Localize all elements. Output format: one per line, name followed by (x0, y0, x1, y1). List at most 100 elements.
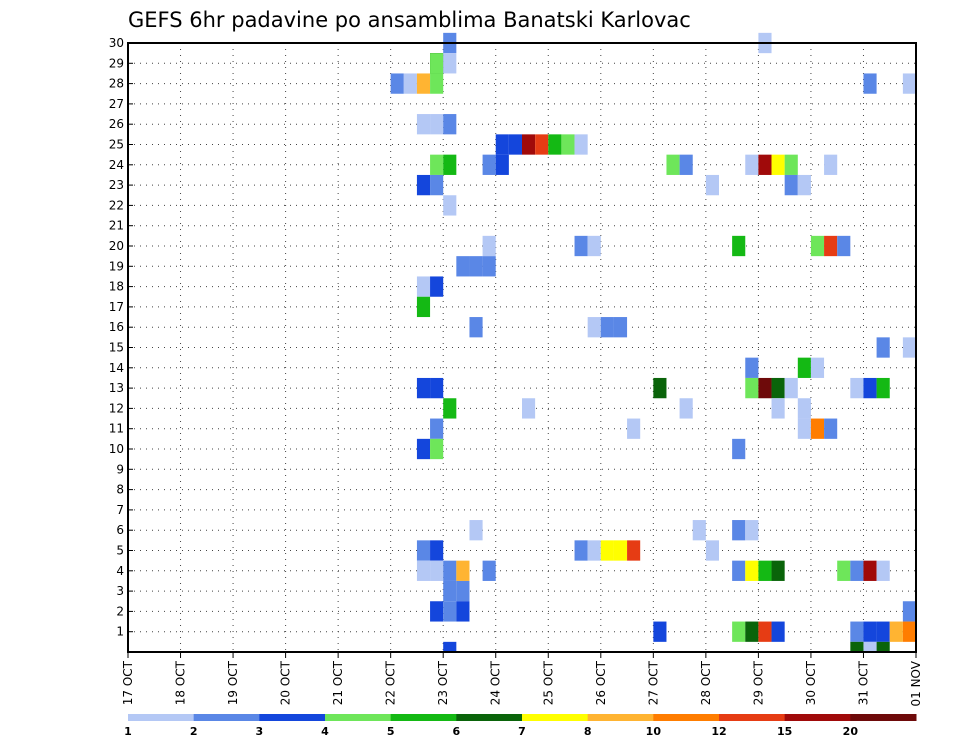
precip-cell (469, 520, 483, 541)
precip-cell (613, 317, 628, 338)
precip-cell (627, 418, 641, 439)
precip-cell (863, 641, 877, 652)
precip-cell (876, 641, 890, 652)
precip-cell (679, 398, 693, 419)
precip-cell (508, 134, 522, 155)
y-tick-label: 24 (109, 158, 124, 172)
y-tick-label: 27 (109, 97, 124, 111)
x-tick-label: 27 OCT (646, 660, 660, 705)
precip-cell (416, 276, 431, 297)
y-tick-label: 26 (109, 117, 124, 131)
precip-cell (443, 398, 457, 419)
y-tick-label: 4 (116, 564, 124, 578)
precip-cell (482, 235, 496, 257)
colorbar-segment (193, 714, 260, 721)
precip-cell (574, 235, 588, 257)
precip-cell (876, 621, 890, 642)
precip-cell (469, 256, 483, 277)
member-axis: 1234567891011121314151617181920212223242… (109, 36, 133, 639)
x-tick-label: 28 OCT (699, 660, 713, 705)
colorbar-segment (653, 714, 720, 721)
y-tick-label: 7 (116, 503, 124, 517)
precip-cell (876, 560, 890, 581)
precip-cell (627, 540, 641, 561)
precip-cell (430, 418, 444, 439)
precip-cell (745, 560, 759, 581)
y-tick-label: 18 (109, 280, 124, 294)
precip-cell (876, 337, 890, 358)
precip-cell (902, 73, 916, 94)
precip-cell (456, 601, 470, 622)
precip-cell (758, 560, 772, 581)
precip-cell (784, 377, 798, 399)
precip-cell (758, 154, 772, 175)
y-tick-label: 17 (109, 300, 124, 314)
precip-cell (574, 134, 588, 155)
precip-cell (482, 560, 496, 581)
precip-cell (587, 540, 601, 561)
precip-cell (443, 195, 457, 216)
colorbar: 1 2 3 4 5 6 7 8 10 12 15 20 (124, 714, 917, 738)
precip-cell (850, 641, 864, 652)
colorbar-segment (259, 714, 326, 721)
y-tick-label: 5 (116, 544, 124, 558)
x-tick-label: 23 OCT (436, 660, 450, 705)
precip-cell (810, 357, 825, 378)
precip-cell (810, 418, 825, 439)
precip-cell (456, 256, 470, 277)
precip-cell (416, 114, 431, 135)
precip-cell (430, 601, 444, 622)
colorbar-level-label: 15 (777, 725, 792, 738)
precip-cell (430, 114, 444, 135)
colorbar-segment (522, 714, 589, 721)
colorbar-segment (850, 714, 917, 721)
precip-cell (430, 53, 444, 74)
colorbar-level-label: 3 (256, 725, 264, 738)
precip-cell (522, 134, 536, 155)
precip-cell (824, 418, 838, 439)
x-tick-label: 17 OCT (121, 660, 135, 705)
y-tick-label: 25 (109, 138, 124, 152)
y-tick-label: 1 (116, 625, 124, 639)
colorbar-segment (456, 714, 523, 721)
precip-cell (482, 154, 496, 175)
precip-cell (443, 154, 457, 175)
precip-cell (430, 540, 444, 561)
y-tick-label: 3 (116, 584, 124, 598)
y-tick-label: 22 (109, 198, 124, 212)
precip-cell (797, 418, 811, 439)
precip-cell (613, 540, 628, 561)
precip-cell (745, 377, 759, 399)
precip-cell (797, 357, 811, 378)
precip-cell (732, 235, 746, 257)
colorbar-segment (325, 714, 392, 721)
precip-cell (745, 357, 759, 378)
y-tick-label: 2 (116, 604, 124, 618)
y-tick-label: 14 (109, 361, 124, 375)
precip-cell (416, 377, 431, 399)
y-tick-label: 29 (109, 56, 124, 70)
colorbar-level-label: 10 (646, 725, 662, 738)
y-tick-label: 11 (109, 422, 124, 436)
precip-cell (600, 317, 614, 338)
precip-cell (784, 154, 798, 175)
y-tick-label: 16 (109, 320, 124, 334)
precip-cell (797, 398, 811, 419)
precip-cell (482, 256, 496, 277)
precip-cell (902, 601, 916, 622)
date-axis: 17 OCT 18 OCT 19 OCT 20 OCT 21 OCT 22 OCT 23 O… (121, 652, 923, 707)
precip-cell (837, 235, 851, 257)
precip-cell (745, 154, 759, 175)
y-tick-label: 19 (109, 259, 124, 273)
colorbar-level-label: 4 (321, 725, 329, 738)
colorbar-level-label: 20 (843, 725, 859, 738)
x-tick-label: 19 OCT (226, 660, 240, 705)
precip-cell (850, 377, 864, 399)
precip-cell (732, 560, 746, 581)
y-tick-label: 30 (109, 36, 124, 50)
x-tick-label: 21 OCT (331, 660, 345, 705)
precip-cell (522, 398, 536, 419)
colorbar-segment (587, 714, 654, 721)
precip-cell (784, 174, 798, 196)
colorbar-level-label: 1 (124, 725, 132, 738)
